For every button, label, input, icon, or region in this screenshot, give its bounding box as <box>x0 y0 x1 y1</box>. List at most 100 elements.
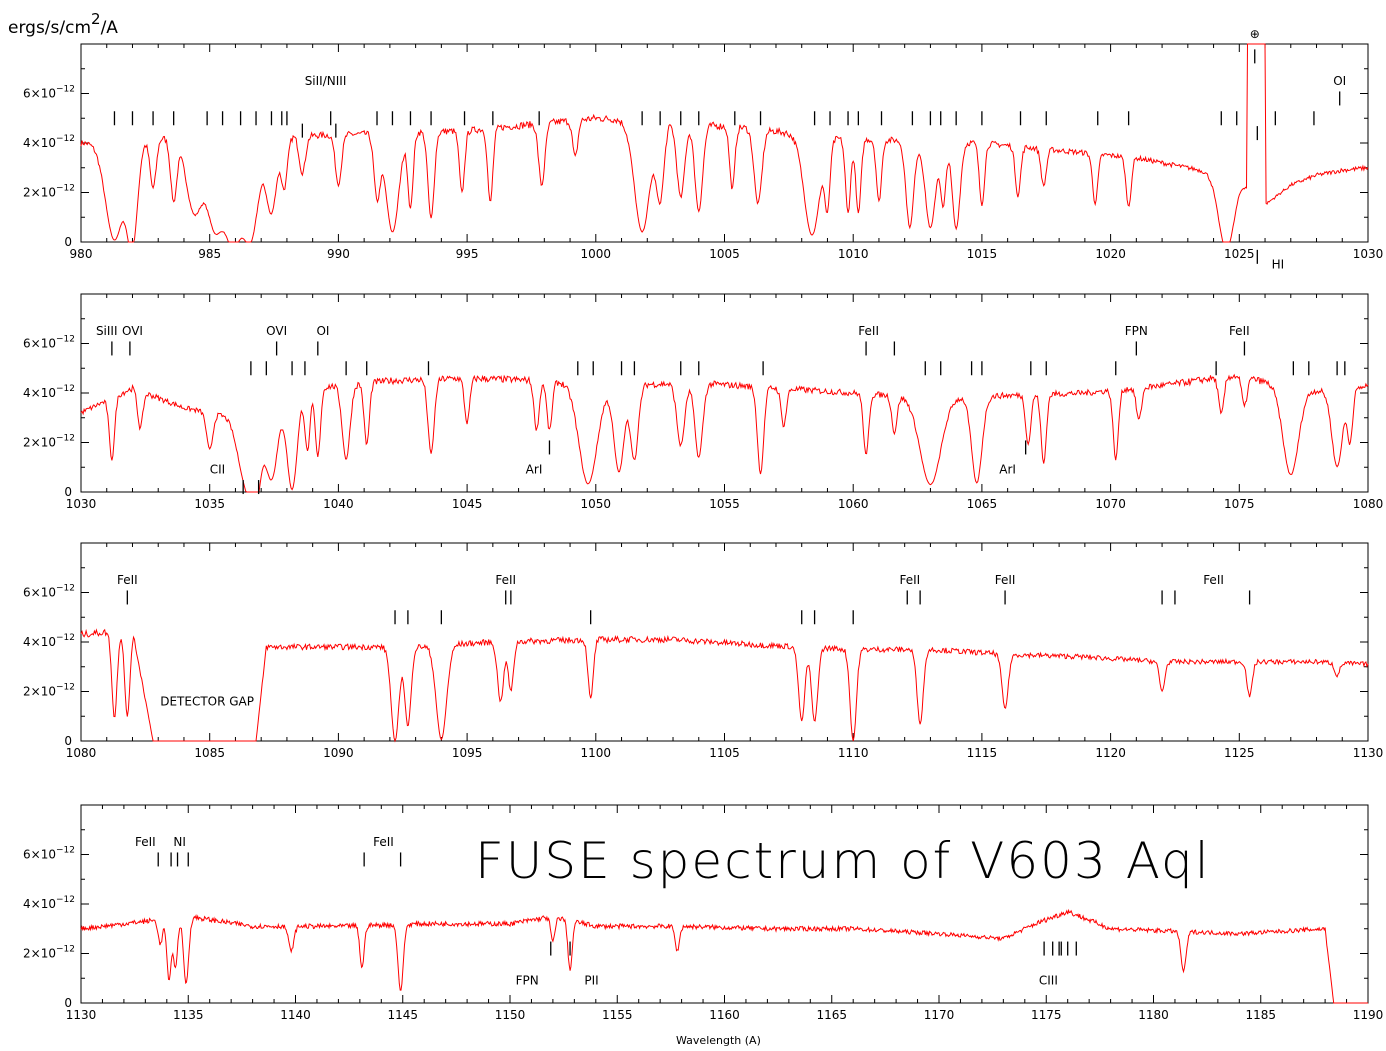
spectrum-line <box>80 908 1368 1004</box>
line-id-label: ⊕ <box>1250 27 1260 41</box>
x-tick-label: 1125 <box>1224 746 1255 760</box>
x-tick-label: 1140 <box>280 1008 311 1022</box>
line-id-label: ArI <box>999 463 1016 477</box>
chart-title: FUSE spectrum of V603 Aql <box>475 832 1211 890</box>
x-tick-label: 1040 <box>323 497 354 511</box>
line-id-label: OVI <box>122 324 143 338</box>
x-tick-label: 1075 <box>1224 497 1255 511</box>
y-tick-label: 2×10−12 <box>23 683 75 699</box>
line-id-label: PII <box>584 974 598 988</box>
x-tick-label: 1155 <box>602 1008 633 1022</box>
x-tick-label: 1005 <box>709 247 740 261</box>
line-id-label: HI <box>1272 257 1285 271</box>
x-axis-label: Wavelength (A) <box>676 1034 761 1047</box>
x-tick-label: 1085 <box>194 746 225 760</box>
line-id-label: OVI <box>266 324 287 338</box>
y-tick-label: 6×10−12 <box>23 335 75 351</box>
x-tick-label: 1080 <box>66 746 97 760</box>
y-tick-label: 0 <box>64 485 72 499</box>
line-id-label: FeII <box>899 573 920 587</box>
y-tick-label: 0 <box>64 235 72 249</box>
x-tick-label: 1050 <box>581 497 612 511</box>
y-unit-exponent: 2 <box>91 10 101 28</box>
x-tick-label: 1080 <box>1353 497 1384 511</box>
x-tick-label: 1185 <box>1245 1008 1276 1022</box>
line-id-label: FeII <box>1203 573 1224 587</box>
x-tick-label: 1115 <box>967 746 998 760</box>
x-tick-label: 1035 <box>194 497 225 511</box>
line-id-label: OI <box>316 324 329 338</box>
line-id-label: SiIII <box>96 324 118 338</box>
y-tick-label: 6×10−12 <box>23 85 75 101</box>
panel-frame <box>80 43 1369 243</box>
y-axis-unit-label: ergs/s/cm2/A <box>8 10 118 38</box>
line-id-label: FeII <box>995 573 1016 587</box>
line-id-label: FeII <box>117 573 138 587</box>
x-tick-label: 1095 <box>452 746 483 760</box>
x-tick-label: 995 <box>456 247 479 261</box>
line-id-label: DETECTOR GAP <box>160 694 254 708</box>
line-id-label: ArI <box>526 463 543 477</box>
x-tick-label: 1015 <box>967 247 998 261</box>
spectrum-line <box>80 43 1369 243</box>
x-tick-label: 1145 <box>387 1008 418 1022</box>
x-tick-label: 1060 <box>838 497 869 511</box>
x-tick-label: 1030 <box>1353 247 1384 261</box>
y-tick-label: 6×10−12 <box>23 846 75 862</box>
line-id-label: FeII <box>858 324 879 338</box>
x-tick-label: 1065 <box>967 497 998 511</box>
x-tick-label: 1130 <box>66 1008 97 1022</box>
y-unit-post: /A <box>100 18 118 38</box>
x-tick-label: 1090 <box>323 746 354 760</box>
line-id-label: OI <box>1333 74 1346 88</box>
y-tick-label: 4×10−12 <box>23 134 75 150</box>
y-tick-label: 2×10−12 <box>23 945 75 961</box>
x-tick-label: 1110 <box>838 746 869 760</box>
x-tick-label: 1100 <box>581 746 612 760</box>
y-tick-label: 0 <box>64 996 72 1010</box>
x-tick-label: 1020 <box>1095 247 1126 261</box>
x-tick-label: 1025 <box>1224 247 1255 261</box>
x-tick-label: 1175 <box>1031 1008 1062 1022</box>
spectrum-line <box>80 373 1369 493</box>
x-tick-label: 1190 <box>1353 1008 1384 1022</box>
line-id-label: FeII <box>495 573 516 587</box>
y-unit-pre: ergs/s/cm <box>8 18 92 38</box>
line-id-label: NI <box>173 835 186 849</box>
y-tick-label: 4×10−12 <box>23 384 75 400</box>
x-tick-label: 1130 <box>1353 746 1384 760</box>
y-tick-label: 6×10−12 <box>23 584 75 600</box>
x-tick-label: 1010 <box>838 247 869 261</box>
y-tick-label: 4×10−12 <box>23 633 75 649</box>
x-tick-label: 980 <box>70 247 93 261</box>
x-tick-label: 985 <box>198 247 221 261</box>
x-tick-label: 1105 <box>709 746 740 760</box>
x-tick-label: 1070 <box>1095 497 1126 511</box>
x-tick-label: 1165 <box>816 1008 847 1022</box>
line-id-label: SiII/NIII <box>305 74 347 88</box>
line-id-label: FPN <box>516 974 539 988</box>
x-tick-label: 1055 <box>709 497 740 511</box>
y-tick-label: 2×10−12 <box>23 184 75 200</box>
x-tick-label: 1120 <box>1095 746 1126 760</box>
x-tick-label: 1030 <box>66 497 97 511</box>
line-id-label: CIII <box>1039 974 1058 988</box>
x-tick-label: 1135 <box>173 1008 204 1022</box>
x-tick-label: 1000 <box>581 247 612 261</box>
x-tick-label: 1160 <box>709 1008 740 1022</box>
x-tick-label: 1045 <box>452 497 483 511</box>
y-tick-label: 2×10−12 <box>23 434 75 450</box>
x-tick-label: 1150 <box>495 1008 526 1022</box>
line-id-label: FeII <box>135 835 156 849</box>
x-tick-label: 990 <box>327 247 350 261</box>
line-id-label: FeII <box>373 835 394 849</box>
line-id-label: FPN <box>1125 324 1148 338</box>
y-tick-label: 4×10−12 <box>23 895 75 911</box>
x-tick-label: 1180 <box>1138 1008 1169 1022</box>
line-id-label: FeII <box>1229 324 1250 338</box>
x-tick-label: 1170 <box>924 1008 955 1022</box>
spectrum-line <box>80 628 1369 743</box>
line-id-label: CII <box>210 463 225 477</box>
y-tick-label: 0 <box>64 734 72 748</box>
